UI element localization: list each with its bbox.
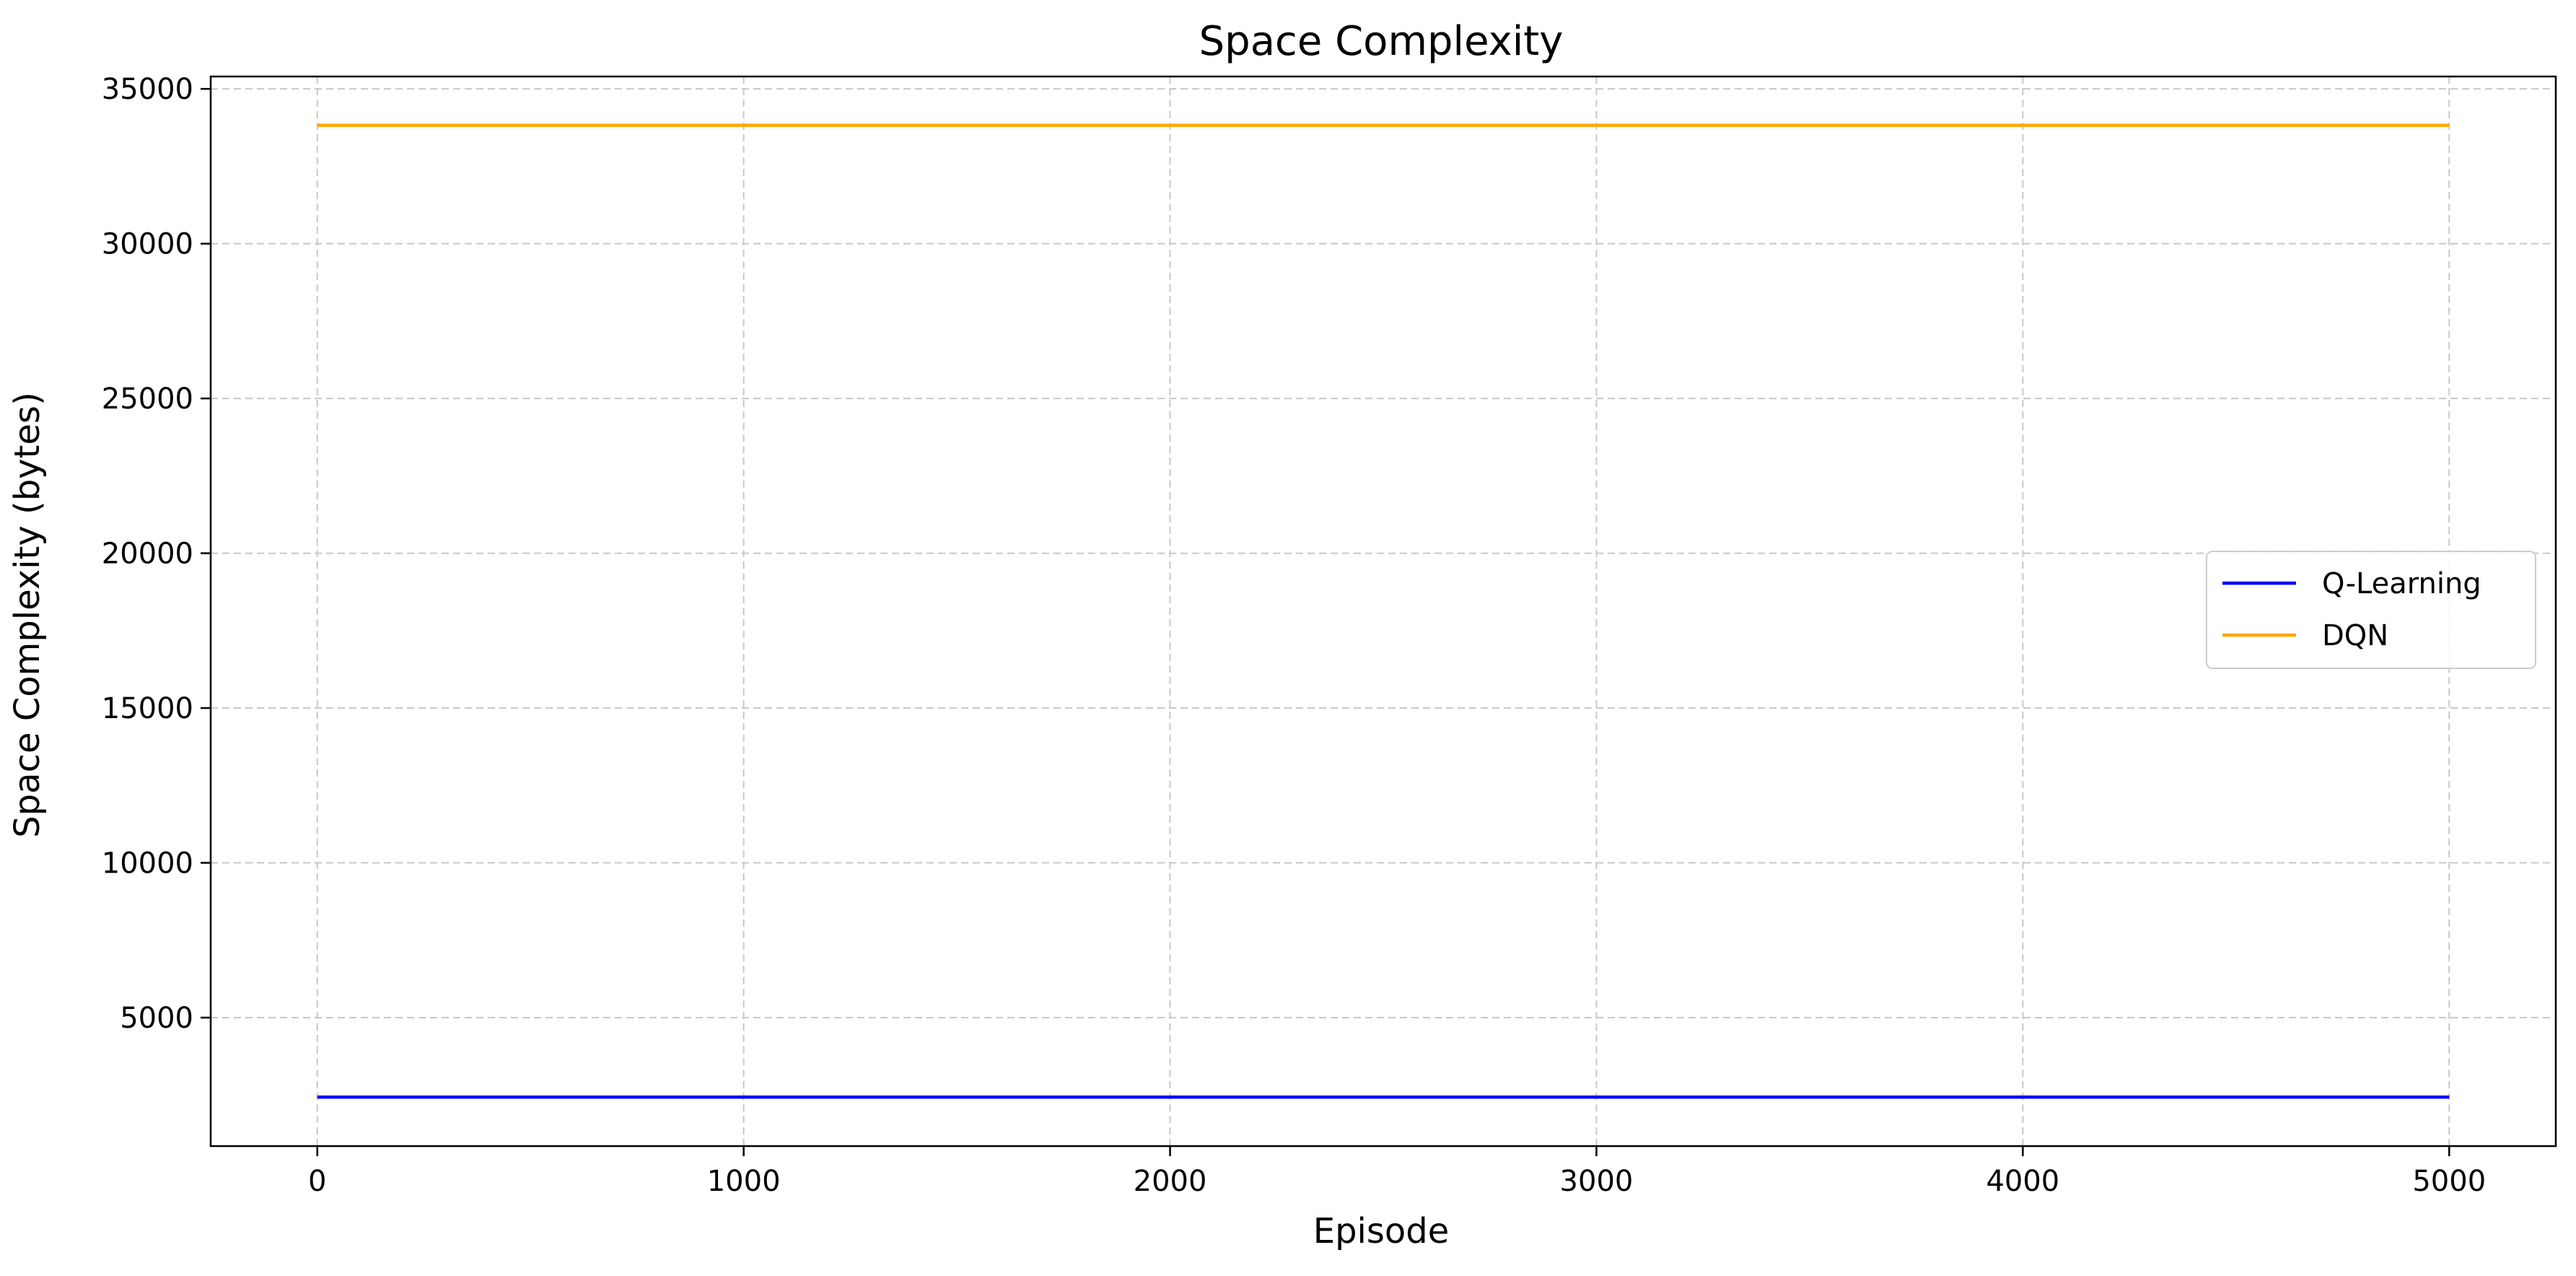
legend: Q-Learning DQN — [2206, 551, 2536, 669]
legend-frame — [2206, 551, 2536, 669]
y-tick-label: 5000 — [120, 1002, 193, 1035]
legend-label-dqn: DQN — [2322, 619, 2388, 652]
legend-label-q-learning: Q-Learning — [2322, 567, 2481, 600]
y-axis-title: Space Complexity (bytes) — [7, 392, 48, 838]
tick-layer: 0 1000 2000 3000 4000 5000 5000 10000 15000 20000… — [102, 73, 2486, 1198]
x-tick-label: 5000 — [2412, 1165, 2486, 1198]
y-tick-label: 15000 — [102, 692, 193, 725]
y-tick-label: 35000 — [102, 73, 193, 106]
y-tick-label: 10000 — [102, 847, 193, 880]
plot-frame — [209, 75, 2557, 1148]
x-tick-label: 4000 — [1986, 1165, 2059, 1198]
y-tick-label: 25000 — [102, 383, 193, 416]
series-layer — [317, 123, 2450, 1099]
x-tick-label: 1000 — [707, 1165, 781, 1198]
y-tick-label: 30000 — [102, 228, 193, 261]
x-tick-label: 3000 — [1560, 1165, 1634, 1198]
x-tick-label: 0 — [308, 1165, 326, 1198]
x-tick-label: 2000 — [1134, 1165, 1207, 1198]
y-tick-label: 20000 — [102, 538, 193, 571]
x-axis-title: Episode — [1313, 1211, 1450, 1251]
chart-title: Space Complexity — [1199, 18, 1564, 65]
